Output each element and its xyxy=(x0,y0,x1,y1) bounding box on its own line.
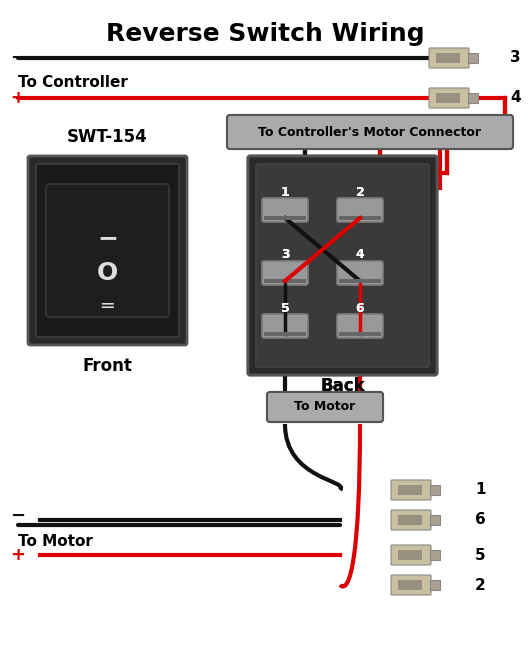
Text: 4: 4 xyxy=(356,249,365,262)
Bar xyxy=(430,550,440,560)
Text: To Controller's Motor Connector: To Controller's Motor Connector xyxy=(259,125,481,138)
Text: 5: 5 xyxy=(475,548,485,563)
Text: 3: 3 xyxy=(510,51,520,66)
FancyBboxPatch shape xyxy=(262,198,308,222)
Bar xyxy=(339,279,381,283)
Bar xyxy=(398,550,422,560)
Bar xyxy=(398,580,422,590)
Text: 1: 1 xyxy=(280,186,289,199)
Bar xyxy=(264,332,306,336)
Bar xyxy=(468,53,478,63)
Text: 1: 1 xyxy=(475,482,485,498)
FancyBboxPatch shape xyxy=(337,198,383,222)
Text: To Controller: To Controller xyxy=(18,75,128,90)
Text: +: + xyxy=(10,546,25,564)
Text: 6: 6 xyxy=(356,302,364,315)
Text: To Controller's Motor Connector: To Controller's Motor Connector xyxy=(259,125,481,138)
Bar xyxy=(468,93,478,103)
Bar xyxy=(339,279,381,283)
Bar xyxy=(339,216,381,220)
Text: +: + xyxy=(10,89,25,107)
FancyBboxPatch shape xyxy=(262,314,308,338)
FancyBboxPatch shape xyxy=(227,115,513,149)
FancyBboxPatch shape xyxy=(391,510,431,530)
Text: To Motor: To Motor xyxy=(294,400,356,413)
FancyBboxPatch shape xyxy=(337,261,383,285)
Bar xyxy=(430,485,440,495)
Text: 6: 6 xyxy=(475,513,486,528)
Text: O: O xyxy=(97,261,118,285)
Bar xyxy=(436,53,460,63)
Bar xyxy=(398,485,422,495)
Text: Front: Front xyxy=(83,357,132,375)
FancyBboxPatch shape xyxy=(262,198,308,222)
FancyBboxPatch shape xyxy=(46,184,169,317)
FancyBboxPatch shape xyxy=(391,575,431,595)
Text: 2: 2 xyxy=(475,578,486,593)
FancyBboxPatch shape xyxy=(267,392,383,422)
Bar xyxy=(264,216,306,220)
FancyBboxPatch shape xyxy=(36,164,179,337)
FancyBboxPatch shape xyxy=(227,115,513,149)
Text: To Motor: To Motor xyxy=(294,400,356,413)
Text: 4: 4 xyxy=(510,90,520,106)
FancyBboxPatch shape xyxy=(337,198,383,222)
Bar xyxy=(430,515,440,525)
Bar xyxy=(430,580,440,590)
Text: 2: 2 xyxy=(356,186,365,199)
Text: 4: 4 xyxy=(356,249,365,262)
Bar xyxy=(339,332,381,336)
FancyBboxPatch shape xyxy=(262,261,308,285)
Text: −: − xyxy=(97,226,118,250)
FancyBboxPatch shape xyxy=(391,545,431,565)
Bar xyxy=(436,93,460,103)
FancyBboxPatch shape xyxy=(262,314,308,338)
Text: −: − xyxy=(10,507,25,525)
Text: 3: 3 xyxy=(281,249,289,262)
FancyBboxPatch shape xyxy=(337,314,383,338)
FancyBboxPatch shape xyxy=(262,261,308,285)
FancyBboxPatch shape xyxy=(337,314,383,338)
Bar xyxy=(264,332,306,336)
FancyBboxPatch shape xyxy=(28,156,187,345)
FancyBboxPatch shape xyxy=(337,261,383,285)
FancyBboxPatch shape xyxy=(429,88,469,108)
Text: SWT-154: SWT-154 xyxy=(67,128,148,146)
Bar xyxy=(398,515,422,525)
FancyBboxPatch shape xyxy=(267,392,383,422)
Text: 2: 2 xyxy=(356,186,365,199)
Text: 5: 5 xyxy=(280,302,289,315)
FancyBboxPatch shape xyxy=(248,156,437,375)
FancyBboxPatch shape xyxy=(256,164,429,367)
Bar xyxy=(264,279,306,283)
Text: 5: 5 xyxy=(280,302,289,315)
Text: 1: 1 xyxy=(280,186,289,199)
Text: −: − xyxy=(10,49,25,67)
FancyBboxPatch shape xyxy=(429,48,469,68)
Text: 6: 6 xyxy=(356,302,364,315)
Text: 3: 3 xyxy=(281,249,289,262)
FancyBboxPatch shape xyxy=(256,164,429,367)
Text: Reverse Switch Wiring: Reverse Switch Wiring xyxy=(105,22,425,46)
Bar xyxy=(339,332,381,336)
FancyBboxPatch shape xyxy=(248,156,437,375)
Bar xyxy=(339,216,381,220)
Bar xyxy=(264,279,306,283)
FancyBboxPatch shape xyxy=(391,480,431,500)
Text: ═: ═ xyxy=(102,297,113,315)
Text: Back: Back xyxy=(320,377,365,395)
Bar xyxy=(264,216,306,220)
Text: Back: Back xyxy=(320,377,365,395)
Text: To Motor: To Motor xyxy=(18,534,93,549)
